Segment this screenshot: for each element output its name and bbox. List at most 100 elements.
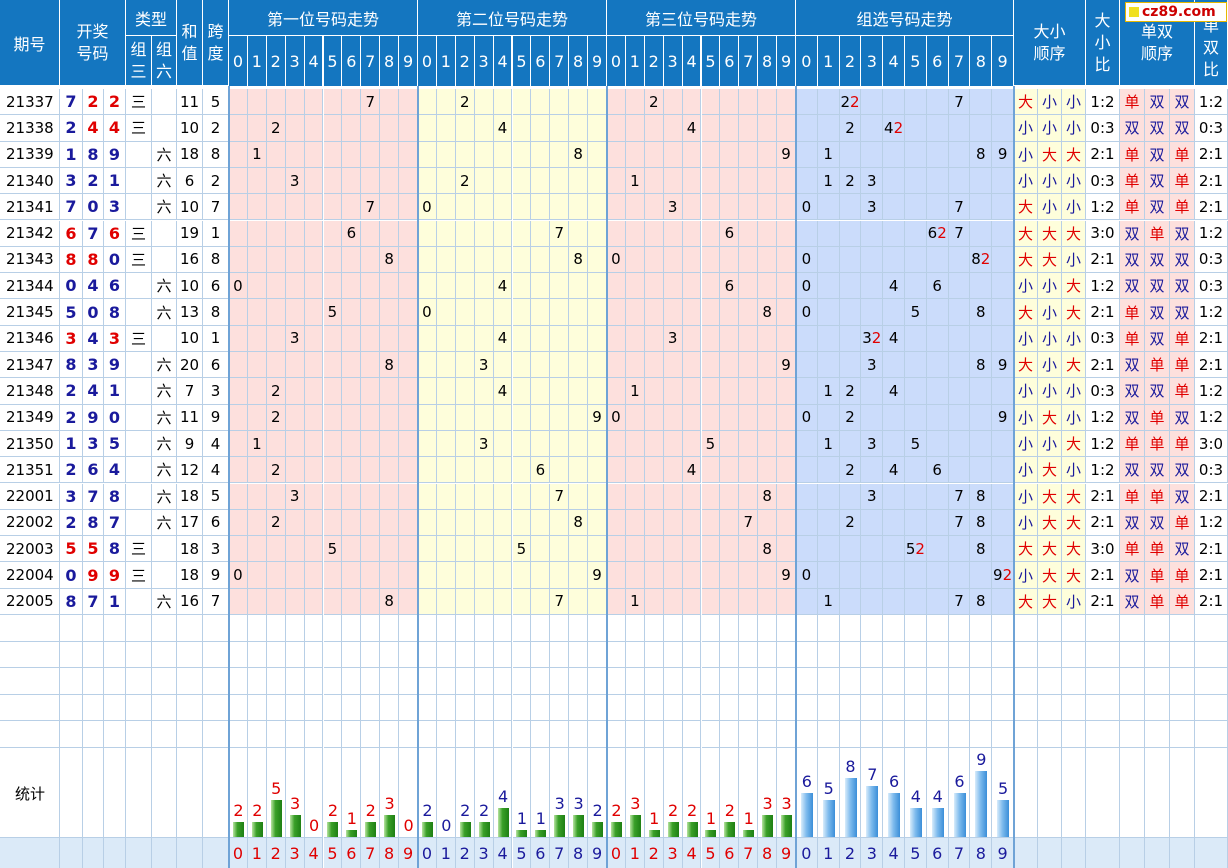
position-empty-cell xyxy=(342,509,362,537)
position-empty-cell xyxy=(701,246,721,274)
big-small-ratio: 0:3 xyxy=(1086,115,1120,142)
group-empty-cell xyxy=(992,588,1014,615)
position-empty-cell xyxy=(342,457,362,484)
drawn-number: 3 xyxy=(83,430,104,458)
position-empty-cell xyxy=(418,89,437,116)
group-digit: 0 xyxy=(801,408,812,427)
sum-value: 18 xyxy=(177,483,203,510)
odd-even-flag: 单 xyxy=(1170,325,1195,352)
empty-cell xyxy=(1145,721,1170,748)
empty-cell xyxy=(323,668,343,695)
position-empty-cell xyxy=(418,246,437,274)
empty-cell xyxy=(625,721,645,748)
empty-cell xyxy=(418,668,437,695)
position-empty-cell xyxy=(720,299,740,326)
position-empty-cell xyxy=(304,141,324,168)
empty-cell xyxy=(1195,721,1228,748)
stat-bar xyxy=(975,771,988,837)
group-empty-cell xyxy=(992,536,1014,563)
sum-header: 和值 xyxy=(177,0,203,86)
position-empty-cell xyxy=(361,509,381,537)
span-value: 9 xyxy=(203,562,229,589)
odd-even-ratio: 1:2 xyxy=(1195,89,1228,116)
empty-cell xyxy=(663,668,683,695)
drawn-number: 4 xyxy=(83,378,104,405)
position-empty-cell xyxy=(682,325,702,352)
position-empty-cell xyxy=(455,588,475,615)
position-empty-cell xyxy=(682,352,702,379)
empty-cell xyxy=(203,721,229,748)
position-empty-cell xyxy=(455,273,475,300)
empty-cell xyxy=(83,668,104,695)
stat-bar xyxy=(800,793,813,837)
big-small-order-label: 顺序 xyxy=(1033,43,1066,63)
group-digit: 4 xyxy=(888,276,899,295)
empty-cell xyxy=(203,641,229,669)
odd-even-flag: 双 xyxy=(1145,141,1170,168)
big-small-ratio: 0:3 xyxy=(1086,378,1120,405)
empty-cell xyxy=(817,615,840,642)
position-empty-cell xyxy=(285,536,305,563)
group-digit: 7 xyxy=(954,197,964,216)
big-small-flag: 大 xyxy=(1014,246,1038,274)
empty-cell xyxy=(474,668,494,695)
position-hit-number: 6 xyxy=(531,457,551,484)
group-hit-number: 8 xyxy=(970,141,993,168)
big-small-flag: 小 xyxy=(1038,430,1062,458)
empty-cell xyxy=(839,641,862,669)
bottom-digit-label: 7 xyxy=(361,838,381,868)
position-hit-number: 9 xyxy=(588,404,607,431)
position-empty-cell xyxy=(229,299,248,326)
big-small-ratio: 1:2 xyxy=(1086,194,1120,221)
empty-cell xyxy=(720,721,740,748)
big-small-flag: 大 xyxy=(1062,562,1086,589)
position-empty-cell xyxy=(493,352,513,379)
position-empty-cell xyxy=(569,89,589,116)
group-empty-cell xyxy=(926,378,949,405)
empty-cell xyxy=(1195,668,1228,695)
stats-cell xyxy=(1014,748,1038,838)
position-empty-cell xyxy=(455,536,475,563)
group-empty-cell xyxy=(948,430,971,458)
stat-value-label: 3 xyxy=(762,794,773,813)
stat-value-label: 0 xyxy=(441,816,452,835)
empty-cell xyxy=(926,668,949,695)
position-empty-cell xyxy=(247,404,267,431)
empty-cell xyxy=(796,668,818,695)
position-empty-cell xyxy=(361,430,381,458)
odd-even-flag: 双 xyxy=(1145,246,1170,274)
issue-number: 21339 xyxy=(0,141,60,168)
group-hit-number: 8 xyxy=(970,352,993,379)
site-logo[interactable]: cz89.com xyxy=(1125,2,1227,22)
position-empty-cell xyxy=(285,273,305,300)
empty-cell xyxy=(399,615,418,642)
group-digit: 9 xyxy=(997,355,1008,374)
position-empty-cell xyxy=(455,378,475,405)
empty-cell xyxy=(720,668,740,695)
stat-bar xyxy=(667,822,679,837)
position-3-digit-header: 2 xyxy=(644,36,664,86)
odd-even-flag: 单 xyxy=(1170,378,1195,405)
group-hit-number: 0 xyxy=(796,562,818,589)
position-1-trend-header: 第一位号码走势 xyxy=(229,0,418,36)
position-empty-cell xyxy=(304,273,324,300)
empty-cell xyxy=(1120,694,1145,722)
drawn-number: 1 xyxy=(104,167,126,195)
position-empty-cell xyxy=(512,404,532,431)
group-empty-cell xyxy=(883,141,905,168)
position-empty-cell xyxy=(569,352,589,379)
position-empty-cell xyxy=(285,404,305,431)
type-z6-label: 六 xyxy=(155,61,172,81)
group-empty-cell xyxy=(883,220,905,247)
position-empty-cell xyxy=(247,588,267,615)
position-empty-cell xyxy=(701,89,721,116)
position-empty-cell xyxy=(285,378,305,405)
position-empty-cell xyxy=(455,457,475,484)
empty-cell xyxy=(60,721,83,748)
position-hit-number: 8 xyxy=(758,299,778,326)
position-empty-cell xyxy=(663,89,683,116)
position-empty-cell xyxy=(361,352,381,379)
position-empty-cell xyxy=(285,299,305,326)
position-empty-cell xyxy=(361,167,381,195)
